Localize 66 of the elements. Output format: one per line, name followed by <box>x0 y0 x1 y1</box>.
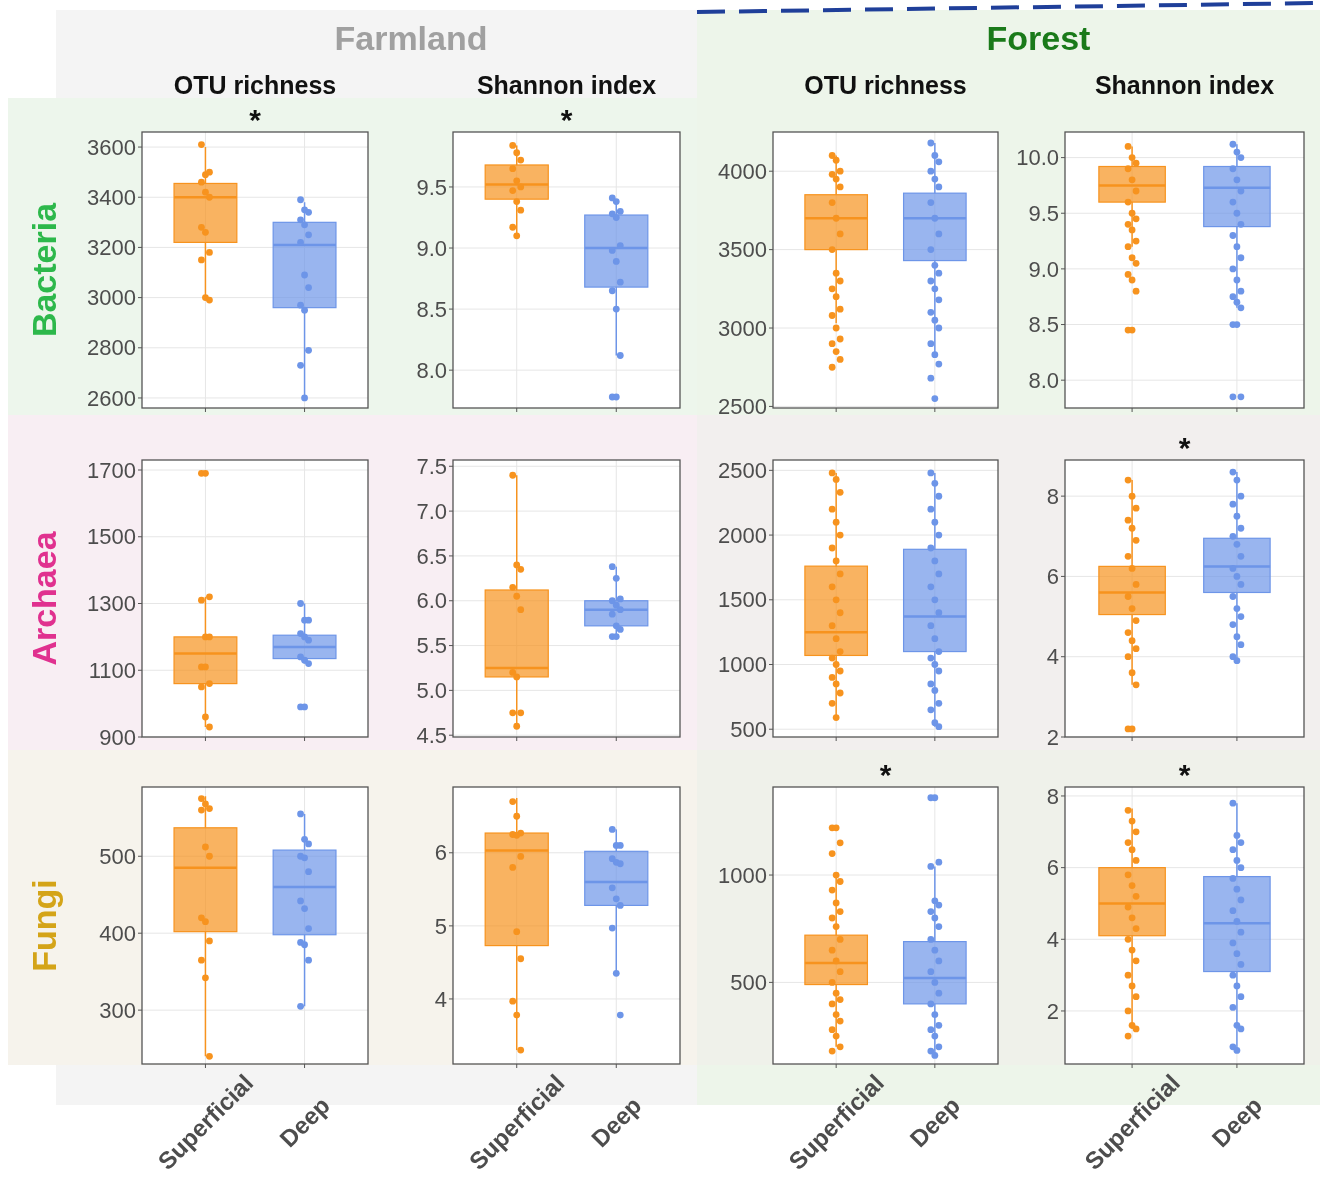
y-tick-label: 9.5 <box>1028 200 1059 226</box>
annotation: * <box>249 103 262 136</box>
y-axis-title: Bacteria <box>25 201 63 338</box>
y-tick-label: 4 <box>1046 644 1059 670</box>
y-tick-label: 3200 <box>87 235 136 261</box>
y-tick-label: 500 <box>99 843 136 869</box>
y-tick-label: 10.0 <box>1016 145 1059 171</box>
y-tick-label: 5 <box>434 913 447 939</box>
y-tick-label: 2600 <box>87 385 136 411</box>
y-tick-label: 8.0 <box>1028 367 1059 393</box>
y-tick-label: 2500 <box>718 394 767 420</box>
chart-subtitle: Farmland <box>334 19 488 57</box>
y-tick-label: 1500 <box>87 524 136 550</box>
chart-title: Shannon index <box>1094 71 1275 99</box>
y-tick-label: 4 <box>434 986 447 1012</box>
annotation: * <box>560 103 573 136</box>
chart-title: OTU richness <box>804 71 967 99</box>
y-tick-label: 2500 <box>718 458 767 484</box>
y-tick-label: 3500 <box>718 237 767 263</box>
chart-title: Shannon index <box>476 71 657 99</box>
y-tick-label: 5.5 <box>416 633 447 659</box>
y-tick-label: 3000 <box>87 285 136 311</box>
y-tick-label: 5.0 <box>416 678 447 704</box>
y-tick-label: 500 <box>730 716 767 742</box>
y-tick-label: 2 <box>1046 998 1059 1024</box>
annotation: * <box>1178 758 1191 791</box>
y-tick-label: 1100 <box>88 657 136 683</box>
y-tick-label: 7.5 <box>416 453 447 479</box>
y-tick-label: 9.0 <box>416 235 447 261</box>
y-tick-label: 4.5 <box>416 722 447 748</box>
y-tick-label: 8 <box>1046 783 1059 809</box>
y-tick-label: 9.5 <box>416 174 447 200</box>
y-tick-label: 500 <box>730 970 767 996</box>
y-tick-label: 6.0 <box>416 588 447 614</box>
y-tick-label: 2 <box>1046 724 1059 750</box>
y-tick-label: 900 <box>99 724 136 750</box>
y-tick-label: 1300 <box>87 591 136 617</box>
y-tick-label: 8.5 <box>1028 312 1059 338</box>
y-tick-label: 1000 <box>718 652 767 678</box>
y-tick-label: 6 <box>1046 564 1059 590</box>
y-tick-label: 2000 <box>718 522 767 548</box>
annotation: * <box>879 758 892 791</box>
chart-title: OTU richness <box>173 71 337 99</box>
y-tick-label: 1700 <box>87 457 136 483</box>
y-tick-label: 6 <box>1046 855 1059 881</box>
y-tick-label: 1000 <box>718 862 767 888</box>
y-tick-label: 4000 <box>718 158 767 184</box>
y-tick-label: 8.5 <box>416 296 447 322</box>
y-tick-label: 7.0 <box>416 498 447 524</box>
y-tick-label: 6 <box>434 840 447 866</box>
y-axis-title: Fungi <box>25 879 63 972</box>
y-tick-label: 6.5 <box>416 543 447 569</box>
y-axis-title: Archaea <box>25 530 63 666</box>
y-tick-label: 2800 <box>87 335 136 361</box>
y-tick-label: 3000 <box>718 315 767 341</box>
annotation: * <box>1178 431 1191 464</box>
y-tick-label: 4 <box>1046 927 1059 952</box>
y-tick-label: 8.0 <box>416 357 447 383</box>
y-tick-label: 3400 <box>87 184 136 210</box>
y-tick-label: 8 <box>1046 483 1059 509</box>
y-tick-label: 300 <box>99 997 136 1023</box>
y-tick-label: 400 <box>99 920 136 946</box>
chart-subtitle: Forest <box>986 19 1091 57</box>
y-tick-label: 9.0 <box>1028 256 1059 282</box>
y-tick-label: 3600 <box>87 134 136 160</box>
y-tick-label: 1500 <box>718 587 767 613</box>
